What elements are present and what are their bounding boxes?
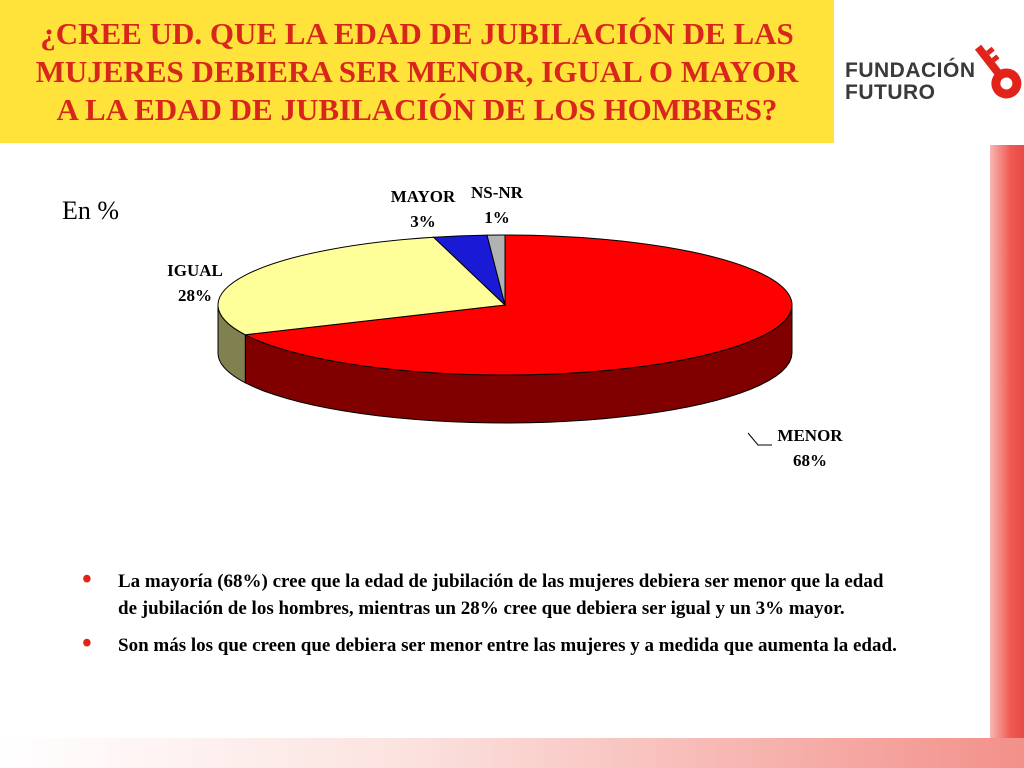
logo-text: FUNDACIÓN FUTURO bbox=[845, 60, 976, 104]
bullet-text-2: Son más los que creen que debiera ser me… bbox=[118, 635, 897, 656]
pie-slice-ns-nr bbox=[486, 234, 506, 306]
title-line-3: A LA EDAD DE JUBILACIÓN DE LOS HOMBRES? bbox=[56, 91, 778, 127]
bullet-dot-icon: • bbox=[82, 628, 92, 659]
pie-label-igual: IGUAL bbox=[167, 261, 223, 280]
pie-value-igual: 28% bbox=[178, 286, 212, 305]
pie-label-menor: MENOR bbox=[777, 426, 843, 445]
title-box: ¿CREE UD. QUE LA EDAD DE JUBILACIÓN DE L… bbox=[0, 0, 834, 143]
fundacion-futuro-logo: FUNDACIÓN FUTURO bbox=[845, 38, 1024, 118]
bullet-item-1: • La mayoría (68%) cree que la edad de j… bbox=[78, 564, 898, 622]
logo-line-1: FUNDACIÓN bbox=[845, 59, 976, 82]
bullet-item-2: • Son más los que creen que debiera ser … bbox=[78, 628, 898, 659]
pie-leader-menor bbox=[747, 432, 772, 446]
pie-value-menor: 68% bbox=[793, 451, 827, 470]
key-icon bbox=[974, 44, 1022, 99]
decorative-right-band bbox=[990, 145, 1024, 768]
pie-slice-igual bbox=[217, 236, 507, 336]
pie-label-mayor: MAYOR bbox=[391, 187, 456, 206]
title-line-2: MUJERES DEBIERA SER MENOR, IGUAL O MAYOR bbox=[35, 53, 799, 89]
bullet-list: • La mayoría (68%) cree que la edad de j… bbox=[78, 564, 898, 669]
bullet-dot-icon: • bbox=[82, 564, 92, 595]
bullet-text-1: La mayoría (68%) cree que la edad de jub… bbox=[118, 571, 884, 619]
title-line-1: ¿CREE UD. QUE LA EDAD DE JUBILACIÓN DE L… bbox=[40, 15, 794, 51]
logo-line-2: FUTURO bbox=[845, 81, 936, 104]
pie-label-ns-nr: NS-NR bbox=[471, 183, 524, 202]
pie-value-ns-nr: 1% bbox=[484, 208, 510, 227]
decorative-bottom-band bbox=[0, 738, 1024, 768]
pie-slice-menor bbox=[243, 234, 793, 376]
pie-value-mayor: 3% bbox=[410, 212, 436, 231]
pie-chart: MENOR 68% IGUAL 28% MAYOR 3% NS-NR 1% bbox=[167, 183, 843, 470]
unit-label: En % bbox=[62, 196, 120, 225]
